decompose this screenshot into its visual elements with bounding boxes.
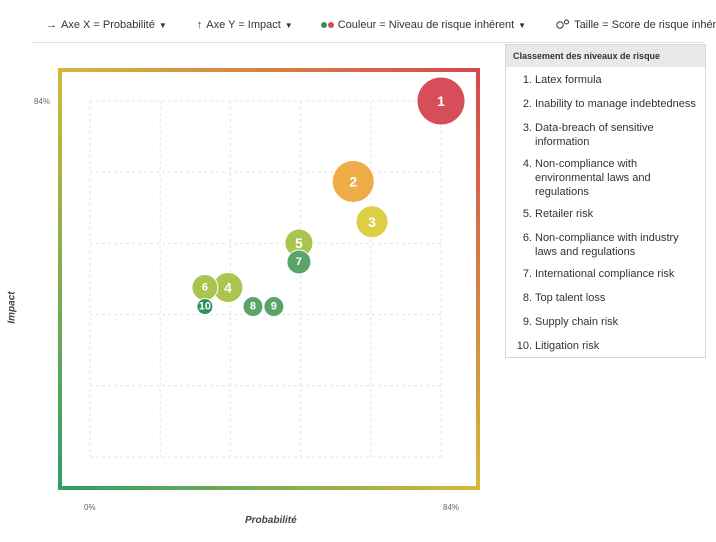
legend-item: 2. Inability to manage indebtedness: [506, 97, 705, 111]
legend-item-label: Retailer risk: [535, 208, 594, 220]
bubble-label: 6: [202, 281, 208, 293]
bubble-label: 4: [224, 279, 232, 295]
bubble-circle[interactable]: [263, 296, 285, 318]
y-axis-selector[interactable]: ↑ Axe Y = Impact ▼: [197, 19, 293, 31]
risk-bubble-8[interactable]: 8: [242, 296, 264, 318]
caret-down-icon: ▼: [518, 20, 527, 30]
legend-item: 5. Retailer risk: [506, 207, 705, 221]
legend-item-number: 2.: [522, 98, 532, 110]
risk-bubble-7[interactable]: 7: [286, 249, 312, 275]
risk-bubble-1[interactable]: 1: [416, 76, 466, 126]
bubble-label: 3: [368, 214, 376, 230]
risk-bubble-9[interactable]: 9: [263, 296, 285, 318]
bubble-label: 8: [250, 301, 256, 313]
chart-border: [58, 68, 480, 490]
risk-bubble-3[interactable]: 3: [355, 205, 389, 239]
legend-item-number: 7.: [522, 268, 532, 280]
bubble-circle[interactable]: [286, 249, 312, 275]
bubble-circle[interactable]: [331, 160, 375, 204]
x-tick-max: 84%: [443, 503, 460, 512]
bubble-label: 10: [199, 301, 211, 313]
legend-item-number: 4.: [522, 158, 532, 170]
bubble-circle[interactable]: [196, 298, 214, 316]
bubble-label: 1: [437, 93, 445, 109]
legend-item: 9. Supply chain risk: [506, 315, 705, 329]
bubble-label: 5: [295, 235, 303, 251]
caret-down-icon: ▼: [158, 20, 167, 30]
legend-item-label: Non-compliance with environmental laws a…: [535, 158, 651, 198]
legend-item: 6. Non-compliance with industry laws and…: [506, 231, 705, 259]
bubble-circle[interactable]: [416, 76, 466, 126]
legend-item-number: 1.: [522, 74, 532, 86]
risk-matrix-chart: 1 2 3 4 5 6 7 8 9 10: [58, 68, 480, 490]
legend-item-number: 9.: [522, 316, 532, 328]
color-dots-icon: [320, 19, 334, 31]
bubble-label: 9: [271, 301, 277, 313]
legend-item-label: Supply chain risk: [535, 316, 619, 328]
color-label: Couleur = Niveau de risque inhérent: [337, 19, 515, 31]
x-axis-title: Probabilité: [245, 515, 297, 526]
risk-ranking-legend: Classement des niveaux de risque 1. Late…: [505, 44, 706, 358]
legend-item: 10. Litigation risk: [506, 339, 705, 353]
legend-item-label: Non-compliance with industry laws and re…: [535, 232, 679, 258]
legend-item-label: Data-breach of sensitive information: [535, 122, 654, 148]
legend-item-number: 10.: [516, 340, 532, 352]
bubble-label: 7: [296, 256, 302, 268]
legend-item-label: Latex formula: [535, 74, 602, 86]
legend-title: Classement des niveaux de risque: [506, 45, 705, 67]
y-axis-label: Axe Y = Impact: [206, 19, 281, 31]
arrow-right-icon: →: [46, 19, 57, 31]
bubble-size-icon: [556, 19, 570, 32]
size-label: Taille = Score de risque inhérent: [574, 19, 716, 31]
legend-item-number: 5.: [522, 208, 532, 220]
risk-bubble-6[interactable]: 6: [191, 273, 219, 301]
risk-bubble-10[interactable]: 10: [196, 298, 214, 316]
chart-options-toolbar: → Axe X = Probabilité ▼ ↑ Axe Y = Impact…: [32, 8, 716, 43]
legend-item-label: Litigation risk: [535, 340, 600, 352]
bubble-circle[interactable]: [242, 296, 264, 318]
legend-item: 8. Top talent loss: [506, 291, 705, 305]
legend-item: 7. International compliance risk: [506, 267, 705, 281]
arrow-up-icon: ↑: [196, 19, 203, 31]
chart-svg: 1 2 3 4 5 6 7 8 9 10: [58, 68, 480, 490]
legend-item-label: Inability to manage indebtedness: [535, 98, 696, 110]
bubble-circle[interactable]: [355, 205, 389, 239]
risk-bubble-2[interactable]: 2: [331, 160, 375, 204]
y-tick-max: 84%: [34, 97, 51, 106]
legend-item: 4. Non-compliance with environmental law…: [506, 157, 705, 199]
legend-item: 1. Latex formula: [506, 73, 705, 87]
x-axis-label: Axe X = Probabilité: [61, 19, 155, 31]
size-selector[interactable]: Taille = Score de risque inhérent ▼: [556, 19, 716, 32]
x-tick-min: 0%: [84, 503, 96, 512]
y-axis-title: Impact: [6, 291, 18, 324]
color-selector[interactable]: Couleur = Niveau de risque inhérent ▼: [320, 19, 527, 31]
legend-item-label: Top talent loss: [535, 292, 606, 304]
legend-item-number: 8.: [522, 292, 532, 304]
legend-item-label: International compliance risk: [535, 268, 675, 280]
x-axis-selector[interactable]: → Axe X = Probabilité ▼: [46, 19, 167, 31]
legend-item-number: 3.: [522, 122, 532, 134]
legend-item: 3. Data-breach of sensitive information: [506, 121, 705, 149]
caret-down-icon: ▼: [284, 20, 293, 30]
bubble-label: 2: [349, 174, 357, 190]
legend-item-number: 6.: [522, 232, 532, 244]
